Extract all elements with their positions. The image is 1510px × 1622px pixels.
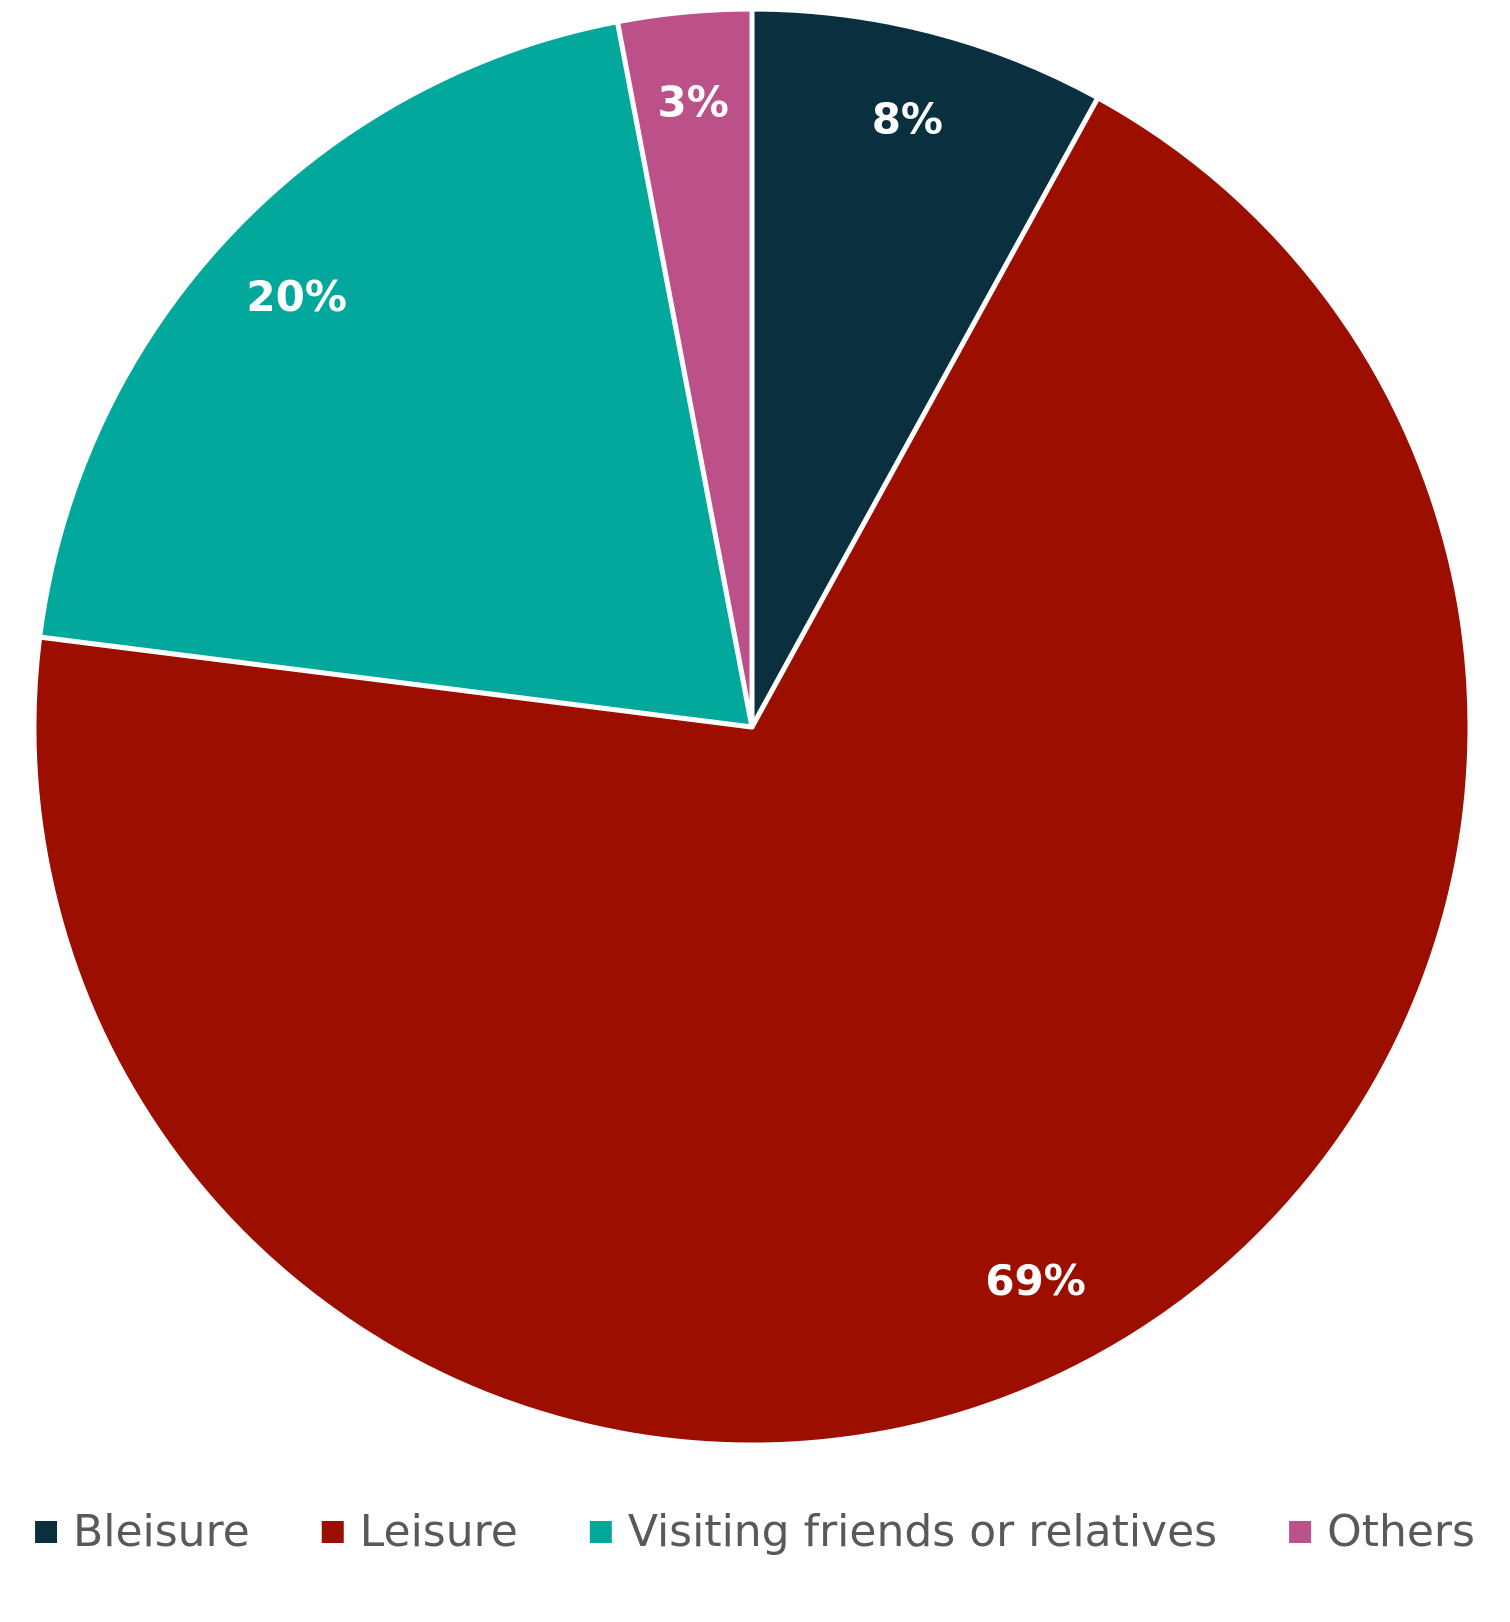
data-label: 3% bbox=[658, 78, 729, 127]
pie-slice bbox=[31, 95, 1473, 1448]
pie-slice bbox=[37, 19, 755, 730]
legend-label: Bleisure bbox=[73, 1506, 250, 1557]
legend-label: Visiting friends or relatives bbox=[628, 1506, 1217, 1557]
legend-swatch bbox=[1289, 1521, 1312, 1543]
legend-swatch bbox=[35, 1521, 58, 1543]
pie-slice bbox=[749, 6, 1101, 730]
legend-swatch bbox=[589, 1521, 612, 1543]
legend-swatch bbox=[321, 1521, 344, 1543]
data-label: 8% bbox=[872, 94, 943, 143]
pie-slice bbox=[614, 6, 755, 730]
legend-label: Others bbox=[1327, 1506, 1475, 1557]
data-label: 20% bbox=[246, 272, 347, 321]
legend: Bleisure Leisure Visiting friends or relat… bbox=[35, 1506, 1475, 1557]
legend-label: Leisure bbox=[360, 1506, 518, 1557]
data-label: 69% bbox=[985, 1256, 1086, 1305]
